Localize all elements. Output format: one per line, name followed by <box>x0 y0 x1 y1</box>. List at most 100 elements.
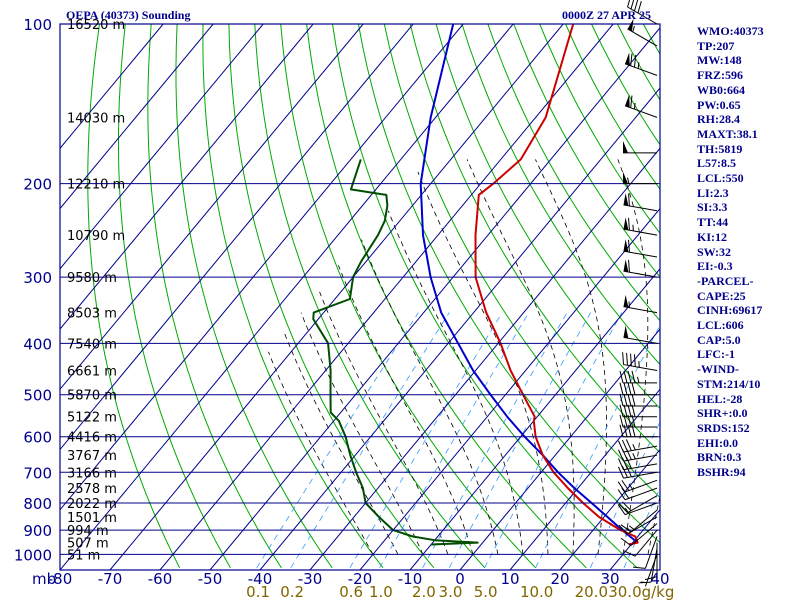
wind-barb <box>618 439 658 453</box>
wind-barb <box>623 294 658 314</box>
moist-adiabat <box>300 312 424 555</box>
height-label: 14030 m <box>67 111 125 126</box>
mixing-ratio-label: 10.0 <box>520 583 553 600</box>
index-item: KI:12 <box>697 229 727 244</box>
index-item: LCL:606 <box>697 318 744 333</box>
wind-barb <box>620 523 658 546</box>
wind-barb <box>623 140 657 154</box>
temperature-tick-label: -20 <box>348 570 373 588</box>
dry-adiabat <box>409 24 660 454</box>
index-item: LI:2.3 <box>697 185 729 200</box>
dry-adiabat <box>435 24 660 410</box>
wind-barb <box>623 171 657 185</box>
index-item: CINH:69617 <box>697 303 763 318</box>
height-label: 5870 m <box>67 389 117 404</box>
pressure-tick-label: 400 <box>23 335 52 353</box>
index-item: TH:5819 <box>697 141 743 156</box>
dry-adiabat <box>254 24 486 569</box>
index-item: -WIND- <box>697 362 739 377</box>
height-label: 12210 m <box>67 178 125 193</box>
pressure-tick-label: 100 <box>23 16 52 34</box>
isotherm <box>60 24 364 391</box>
temperature-tick-label: -50 <box>198 570 223 588</box>
temperature-tick-label: 40 <box>650 570 669 588</box>
wind-barb <box>624 94 658 118</box>
mixing-ratio-label: 0.2 <box>280 583 304 600</box>
index-item: EI:-0.3 <box>697 259 733 274</box>
pressure-tick-label: 200 <box>23 176 52 194</box>
pressure-tick-label: 600 <box>23 429 52 447</box>
height-label: 2578 m <box>67 482 117 497</box>
pressure-tick-label: 300 <box>23 269 52 287</box>
temperature-tick-label: -70 <box>98 570 123 588</box>
height-label: 51 m <box>67 548 100 563</box>
height-label: 4416 m <box>67 431 117 446</box>
wind-barb <box>619 404 657 418</box>
height-label: 9580 m <box>67 271 117 286</box>
temperature-tick-label: -60 <box>148 570 173 588</box>
temperature-line <box>474 24 639 546</box>
isotherm <box>409 268 660 570</box>
temperature-tick-label: -80 <box>48 570 73 588</box>
mixing-ratio-line <box>349 312 503 568</box>
mixing-ratio-label: 20.0 <box>575 583 608 600</box>
index-item: WB0:664 <box>697 82 745 97</box>
index-item: EHI:0.0 <box>697 435 739 450</box>
height-label: 3767 m <box>67 449 117 464</box>
temperature-tick-label: -30 <box>298 570 323 588</box>
dry-adiabat <box>487 24 660 322</box>
dry-adiabat <box>280 24 536 569</box>
mixing-ratio-line <box>484 312 623 568</box>
height-label: 507 m <box>67 537 109 552</box>
temperature-tick-label: 10 <box>500 570 519 588</box>
mixing-ratio-label: 1.0 <box>369 583 393 600</box>
mixing-ratio-line <box>256 312 419 569</box>
index-item: L57:8.5 <box>697 156 736 171</box>
index-item: FRZ:596 <box>697 68 743 83</box>
mixing-ratio-line <box>422 312 568 568</box>
height-label: 994 m <box>67 524 109 539</box>
wind-barb <box>622 352 658 371</box>
index-item: BRN:0.3 <box>697 450 742 465</box>
dry-adiabat <box>513 24 660 278</box>
index-item: BSHR:94 <box>697 465 746 480</box>
height-label: 7540 m <box>67 337 117 352</box>
index-item: SRDS:152 <box>697 420 750 435</box>
mixing-ratio-label: 5.0 <box>474 583 498 600</box>
height-label: 6661 m <box>67 364 117 379</box>
dry-adiabat <box>591 24 660 146</box>
temperature-tick-label: -40 <box>248 570 273 588</box>
mixing-ratio-line <box>535 324 660 568</box>
moist-adiabat <box>535 159 607 555</box>
pressure-unit-label: mb <box>32 570 56 588</box>
plot-frame <box>59 23 661 571</box>
mixing-ratio-line <box>448 312 592 568</box>
temperature-tick-label: 20 <box>550 570 569 588</box>
moist-adiabat <box>319 291 449 555</box>
dry-adiabat <box>147 24 282 569</box>
wind-barb <box>619 393 657 407</box>
index-item: -PARCEL- <box>697 273 754 288</box>
height-label: 16520 m <box>67 18 125 33</box>
mixing-ratio-label: 2.0 <box>412 583 436 600</box>
index-item: CAPE:25 <box>697 288 746 303</box>
dry-adiabat <box>332 24 638 569</box>
isotherm <box>259 87 660 570</box>
dry-adiabat <box>383 24 660 499</box>
indices-panel: WMO:40373 TP:207 MW:148 FRZ:596 WB0:664 PW:0.… <box>697 24 764 480</box>
height-label: 3166 m <box>67 466 117 481</box>
dry-adiabat <box>228 24 435 569</box>
index-item: TP:207 <box>697 38 735 53</box>
wind-barb <box>644 542 658 581</box>
wind-barb <box>623 259 658 278</box>
wind-barb <box>623 239 658 258</box>
index-item: SW:32 <box>697 244 732 259</box>
height-label: 8503 m <box>67 307 117 322</box>
pressure-tick-label: 700 <box>23 464 52 482</box>
height-label: 1501 m <box>67 511 117 526</box>
moist-adiabat <box>647 494 660 555</box>
moist-adiabat <box>466 159 575 555</box>
index-item: LCL:550 <box>697 171 744 186</box>
wind-barb <box>623 529 658 557</box>
